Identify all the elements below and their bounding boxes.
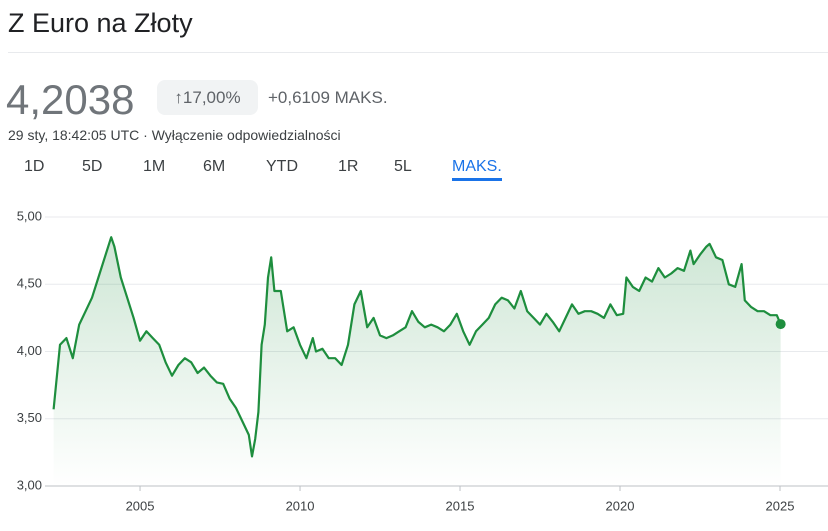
y-tick-label: 4,50 [17,276,42,291]
last-point [775,319,786,330]
range-tab[interactable]: 1R [338,158,359,175]
area-fill [53,237,781,486]
price: 4,2038 [6,76,135,123]
x-tick-label: 2015 [446,498,475,513]
range-tab[interactable]: 1D [24,158,45,175]
x-tick-label: 2025 [766,498,795,513]
range-tab[interactable]: 5L [394,158,412,175]
timestamp: 29 sty, 18:42:05 UTC · Wyłączenie odpowi… [8,127,341,143]
range-tab[interactable]: YTD [266,158,298,175]
title: Z Euro na Złoty [8,8,193,38]
range-tab[interactable]: 5D [82,158,103,175]
y-tick-label: 5,00 [17,208,42,223]
y-tick-label: 3,50 [17,410,42,425]
range-tab[interactable]: 6M [203,158,226,175]
range-tab[interactable]: MAKS. [452,158,502,181]
change-percent: ↑17,00% [157,80,258,115]
y-tick-label: 3,00 [17,477,42,492]
price-line [52,236,782,458]
divider [8,52,828,53]
x-tick-label: 2010 [286,498,315,513]
x-tick-label: 2020 [606,498,635,513]
change-abs: +0,6109 MAKS. [268,88,388,107]
y-tick-label: 4,00 [17,343,42,358]
range-tab[interactable]: 1M [143,158,166,175]
x-tick-label: 2005 [126,498,155,513]
